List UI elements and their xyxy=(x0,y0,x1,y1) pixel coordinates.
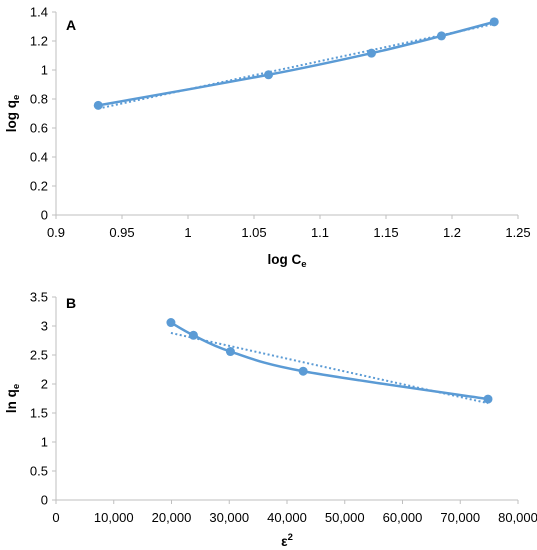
data-point xyxy=(366,48,376,58)
y-tick-label: 2.5 xyxy=(30,348,48,363)
x-axis-title: ε2 xyxy=(281,532,293,549)
y-tick-label: 0.2 xyxy=(30,179,48,194)
y-tick-label: 1.5 xyxy=(30,406,48,421)
data-point xyxy=(436,31,446,41)
y-tick-label: 0.4 xyxy=(30,150,48,165)
y-tick-label: 0.6 xyxy=(30,121,48,136)
y-tick-label: 1 xyxy=(41,435,48,450)
data-point xyxy=(166,318,176,328)
x-tick-label: 50,000 xyxy=(325,510,365,525)
panel-label-b: B xyxy=(66,295,76,311)
x-axis-title: log Ce xyxy=(267,252,306,270)
x-tick-label: 80,000 xyxy=(498,510,537,525)
data-point xyxy=(483,394,493,404)
x-tick-label: 0.9 xyxy=(47,225,65,240)
y-tick-label: 0.5 xyxy=(30,464,48,479)
x-tick-label: 1 xyxy=(184,225,191,240)
y-tick-label: 0.8 xyxy=(30,92,48,107)
x-tick-label: 60,000 xyxy=(383,510,423,525)
y-tick-label: 3.5 xyxy=(30,290,48,305)
panel-label-a: A xyxy=(66,17,76,33)
data-point xyxy=(264,70,274,80)
y-tick-label: 0 xyxy=(41,493,48,508)
data-point xyxy=(93,100,103,110)
x-tick-label: 20,000 xyxy=(152,510,192,525)
y-tick-label: 1.4 xyxy=(30,5,48,20)
y-tick-label: 2 xyxy=(41,377,48,392)
data-point xyxy=(489,17,499,27)
y-tick-label: 1 xyxy=(41,63,48,78)
x-tick-label: 10,000 xyxy=(94,510,134,525)
data-point xyxy=(225,347,235,357)
x-tick-label: 70,000 xyxy=(440,510,480,525)
series-line-b xyxy=(169,321,490,401)
x-tick-label: 1.05 xyxy=(241,225,266,240)
data-point xyxy=(298,366,308,376)
x-tick-label: 0.95 xyxy=(109,225,134,240)
x-tick-label: 1.1 xyxy=(311,225,329,240)
x-tick-label: 1.2 xyxy=(443,225,461,240)
y-tick-label: 0 xyxy=(41,208,48,223)
data-point xyxy=(188,330,198,340)
series-line-a xyxy=(96,20,496,107)
y-axis-title: log qe xyxy=(4,95,22,133)
x-tick-label: 0 xyxy=(52,510,59,525)
x-tick-label: 30,000 xyxy=(209,510,249,525)
chart-panel-b: 0 0.5 1 1.5 2 2.5 3 3.5 0 10,000 20,000 30,000 40,00… xyxy=(4,290,537,550)
chart-panel-a: 0 0.2 0.4 0.6 0.8 1 1.2 1.4 0.9 0.95 1 1.05 1.1 1.15 1… xyxy=(4,5,531,271)
y-tick-label: 3 xyxy=(41,319,48,334)
x-tick-label: 40,000 xyxy=(267,510,307,525)
x-tick-label: 1.15 xyxy=(373,225,398,240)
y-axis-title: ln qe xyxy=(4,384,22,413)
y-tick-label: 1.2 xyxy=(30,34,48,49)
x-tick-label: 1.25 xyxy=(505,225,530,240)
